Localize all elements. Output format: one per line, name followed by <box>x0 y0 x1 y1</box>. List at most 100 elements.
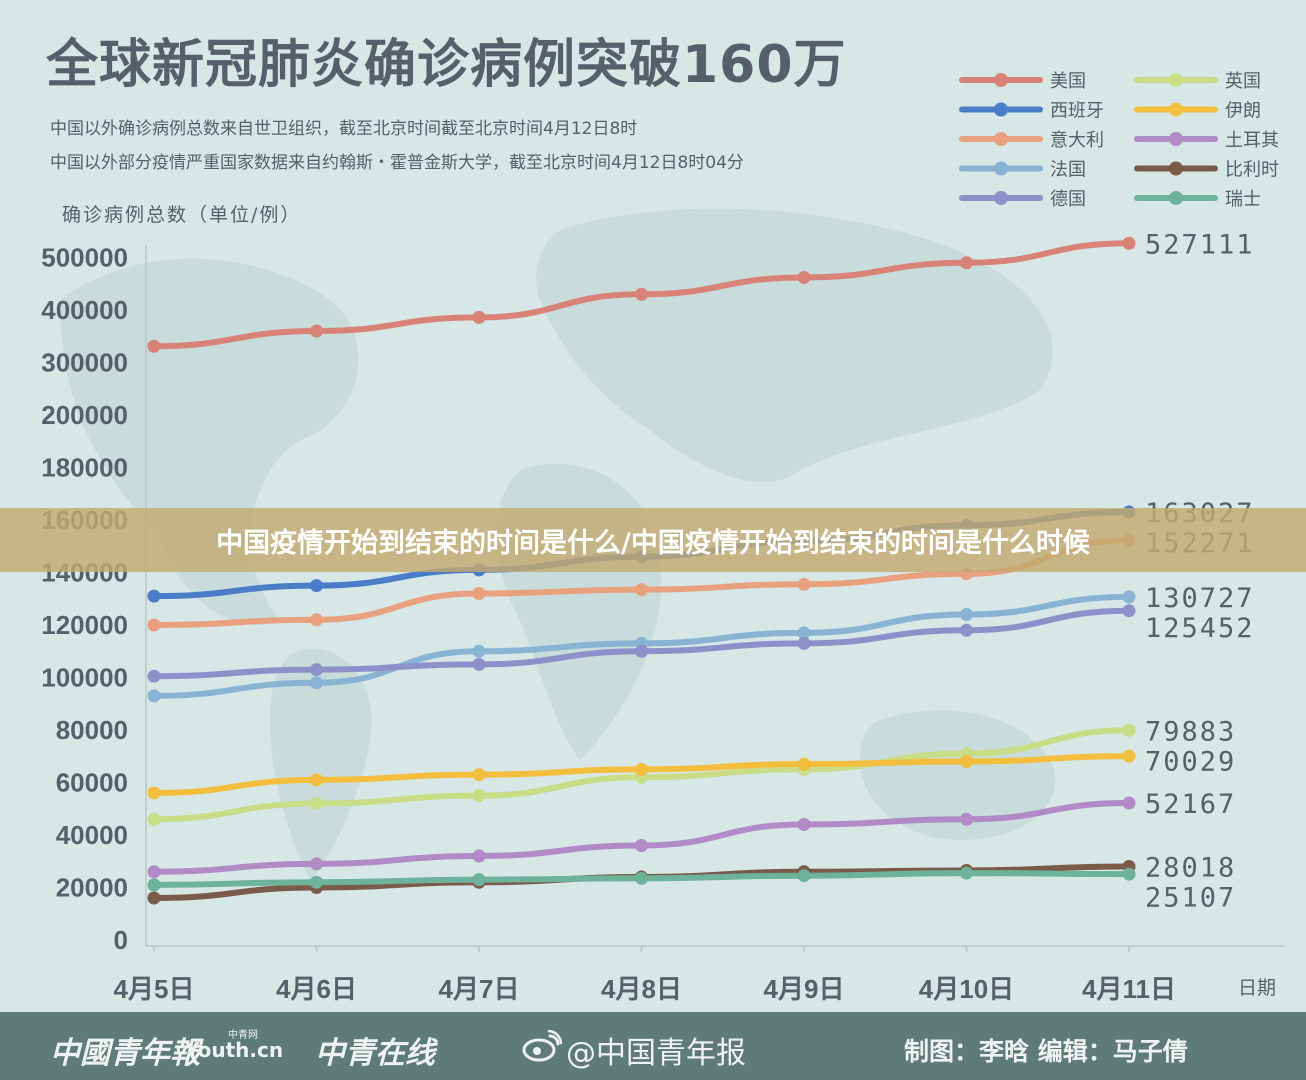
x-tick-label: 4月5日 <box>114 974 195 1004</box>
data-point <box>797 626 811 640</box>
data-point <box>635 762 648 776</box>
x-tick-label: 4月11日 <box>1082 974 1176 1004</box>
overlay-banner: 中国疫情开始到结束的时间是什么/中国疫情开始到结束的时间是什么时候 <box>0 508 1306 572</box>
legend-marker <box>1169 161 1183 176</box>
legend-item: 美国 <box>959 71 1086 92</box>
cyol-logo: 中青在线 <box>315 1036 435 1071</box>
data-point <box>310 663 323 677</box>
cyd-logo: 中國青年報 <box>50 1036 200 1071</box>
legend-label: 美国 <box>1050 71 1086 92</box>
legend-item: 西班牙 <box>959 101 1104 122</box>
data-point <box>797 869 811 883</box>
data-point <box>797 577 811 591</box>
data-point <box>797 757 811 771</box>
y-tick-label: 300000 <box>41 348 128 378</box>
end-value-label: 130727 <box>1145 583 1255 614</box>
data-point <box>472 587 486 600</box>
y-tick-label: 100000 <box>41 663 128 693</box>
data-point <box>797 818 811 831</box>
data-point <box>1122 590 1136 604</box>
data-point <box>1122 867 1136 881</box>
legend-label: 瑞士 <box>1225 189 1261 210</box>
data-point <box>1122 236 1136 250</box>
x-axis-label: 日期 <box>1238 977 1276 999</box>
data-point <box>960 256 973 270</box>
data-point <box>147 689 161 703</box>
data-point <box>310 324 323 338</box>
y-tick-label: 20000 <box>56 873 128 903</box>
data-point <box>147 865 161 879</box>
legend-label: 土耳其 <box>1225 130 1279 151</box>
data-point <box>147 589 161 603</box>
y-tick-label: 500000 <box>41 243 128 273</box>
data-point <box>147 878 161 892</box>
chart-axes <box>145 245 1284 947</box>
overlay-banner-text: 中国疫情开始到结束的时间是什么/中国疫情开始到结束的时间是什么时候 <box>216 527 1090 559</box>
data-point <box>147 669 161 683</box>
legend-item: 德国 <box>959 189 1086 210</box>
legend-marker <box>994 132 1008 146</box>
data-point <box>472 644 486 658</box>
legend-item: 瑞士 <box>1134 189 1261 210</box>
legend-marker <box>1169 191 1183 205</box>
data-point <box>310 875 323 889</box>
data-point <box>635 644 648 658</box>
data-point <box>310 676 323 690</box>
end-value-label: 527111 <box>1145 229 1255 260</box>
y-axis-ticks: 0200004000060000800001000001200001400001… <box>41 243 128 956</box>
legend-item: 法国 <box>959 160 1086 181</box>
x-tick-label: 4月10日 <box>919 974 1014 1004</box>
end-value-label: 79883 <box>1145 716 1236 747</box>
data-point <box>1122 604 1136 618</box>
data-point <box>797 270 811 284</box>
data-point <box>797 636 811 650</box>
data-point <box>960 608 973 621</box>
data-point <box>960 755 973 768</box>
legend-item: 伊朗 <box>1134 101 1261 122</box>
data-point <box>635 871 648 885</box>
end-value-label: 25107 <box>1145 882 1236 913</box>
weibo-icon <box>522 1030 562 1062</box>
weibo-handle: @中国青年报 <box>566 1036 746 1071</box>
data-point <box>960 812 973 826</box>
x-tick-label: 4月8日 <box>601 974 682 1004</box>
end-value-label: 52167 <box>1145 789 1236 820</box>
legend-marker <box>1169 73 1183 87</box>
data-point <box>472 789 486 803</box>
legend-marker <box>994 191 1008 205</box>
data-point <box>960 623 973 637</box>
x-axis-ticks: 4月5日 4月6日 4月7日 4月8日 4月9日 4月10日 4月11日 日期 <box>114 946 1276 1004</box>
y-tick-label: 200000 <box>41 400 128 430</box>
data-point <box>1122 749 1136 763</box>
data-point <box>1122 796 1136 810</box>
source-note-jhu: 中国以外部分疫情严重国家数据来自约翰斯・霍普金斯大学，截至北京时间4月12日8时… <box>50 153 744 173</box>
x-tick-label: 4月9日 <box>764 974 845 1004</box>
x-tick-label: 4月7日 <box>439 974 520 1004</box>
legend-item: 土耳其 <box>1134 130 1279 151</box>
data-point <box>310 857 323 871</box>
legend-marker <box>994 102 1008 117</box>
data-point <box>147 339 161 353</box>
data-point <box>147 618 161 632</box>
data-point <box>1122 723 1136 737</box>
data-point <box>310 797 323 810</box>
y-tick-label: 60000 <box>56 768 128 798</box>
legend-item: 英国 <box>1134 71 1261 92</box>
y-axis-label: 确诊病例总数（单位/例） <box>62 204 302 226</box>
credits: 制图：李晗 编辑：马子倩 <box>904 1037 1188 1066</box>
y-tick-label: 0 <box>114 925 128 955</box>
legend-item: 比利时 <box>1134 160 1279 181</box>
legend-label: 意大利 <box>1050 130 1104 151</box>
legend-item: 意大利 <box>959 130 1104 151</box>
data-point <box>635 287 648 301</box>
data-point <box>147 786 161 800</box>
y-tick-label: 180000 <box>41 453 128 483</box>
y-tick-label: 80000 <box>56 715 128 745</box>
data-point <box>310 613 323 627</box>
chart-title: 全球新冠肺炎确诊病例突破160万 <box>46 35 847 95</box>
source-note-who: 中国以外确诊病例总数来自世卫组织，截至北京时间截至北京时间4月12日8时 <box>50 119 638 139</box>
data-point <box>310 773 323 787</box>
legend-marker <box>994 73 1008 87</box>
youth-cn-logo: Youth.cn <box>185 1038 284 1062</box>
